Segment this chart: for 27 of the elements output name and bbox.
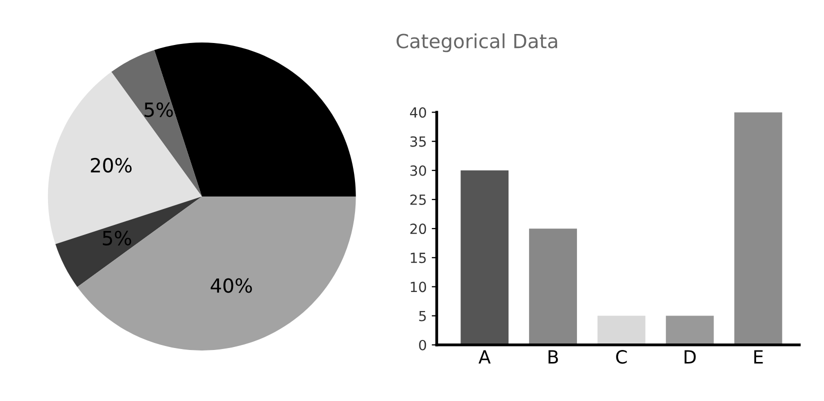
bar: [666, 316, 714, 345]
x-tick-label: D: [684, 350, 696, 364]
pie-slice: [48, 72, 202, 244]
y-tick-label: 0: [419, 340, 426, 350]
chart-title: Categorical Data: [396, 33, 558, 52]
y-tick-label: 10: [410, 282, 426, 292]
x-tick-label: B: [548, 350, 558, 364]
y-tick-label: 30: [410, 165, 426, 176]
y-tick-label: 35: [410, 136, 426, 147]
bar: [597, 316, 646, 345]
data-label: 40%: [210, 278, 252, 293]
y-tick-label: 15: [410, 252, 426, 264]
data-label: 20%: [90, 158, 132, 173]
pie-slice: [77, 196, 356, 350]
x-tick-label: E: [754, 350, 763, 364]
y-tick-label: 5: [419, 310, 426, 322]
bar: [460, 170, 509, 345]
y-tick-label: 25: [410, 194, 426, 205]
data-label: 5%: [102, 230, 132, 246]
bar: [734, 112, 782, 345]
data-label: 5%: [144, 102, 173, 118]
bar: [529, 228, 577, 345]
x-tick-label: A: [478, 350, 491, 364]
y-tick-label: 40: [410, 107, 426, 118]
y-tick-label: 20: [410, 224, 426, 234]
x-tick-label: C: [616, 350, 627, 364]
pie-slice: [55, 196, 202, 287]
